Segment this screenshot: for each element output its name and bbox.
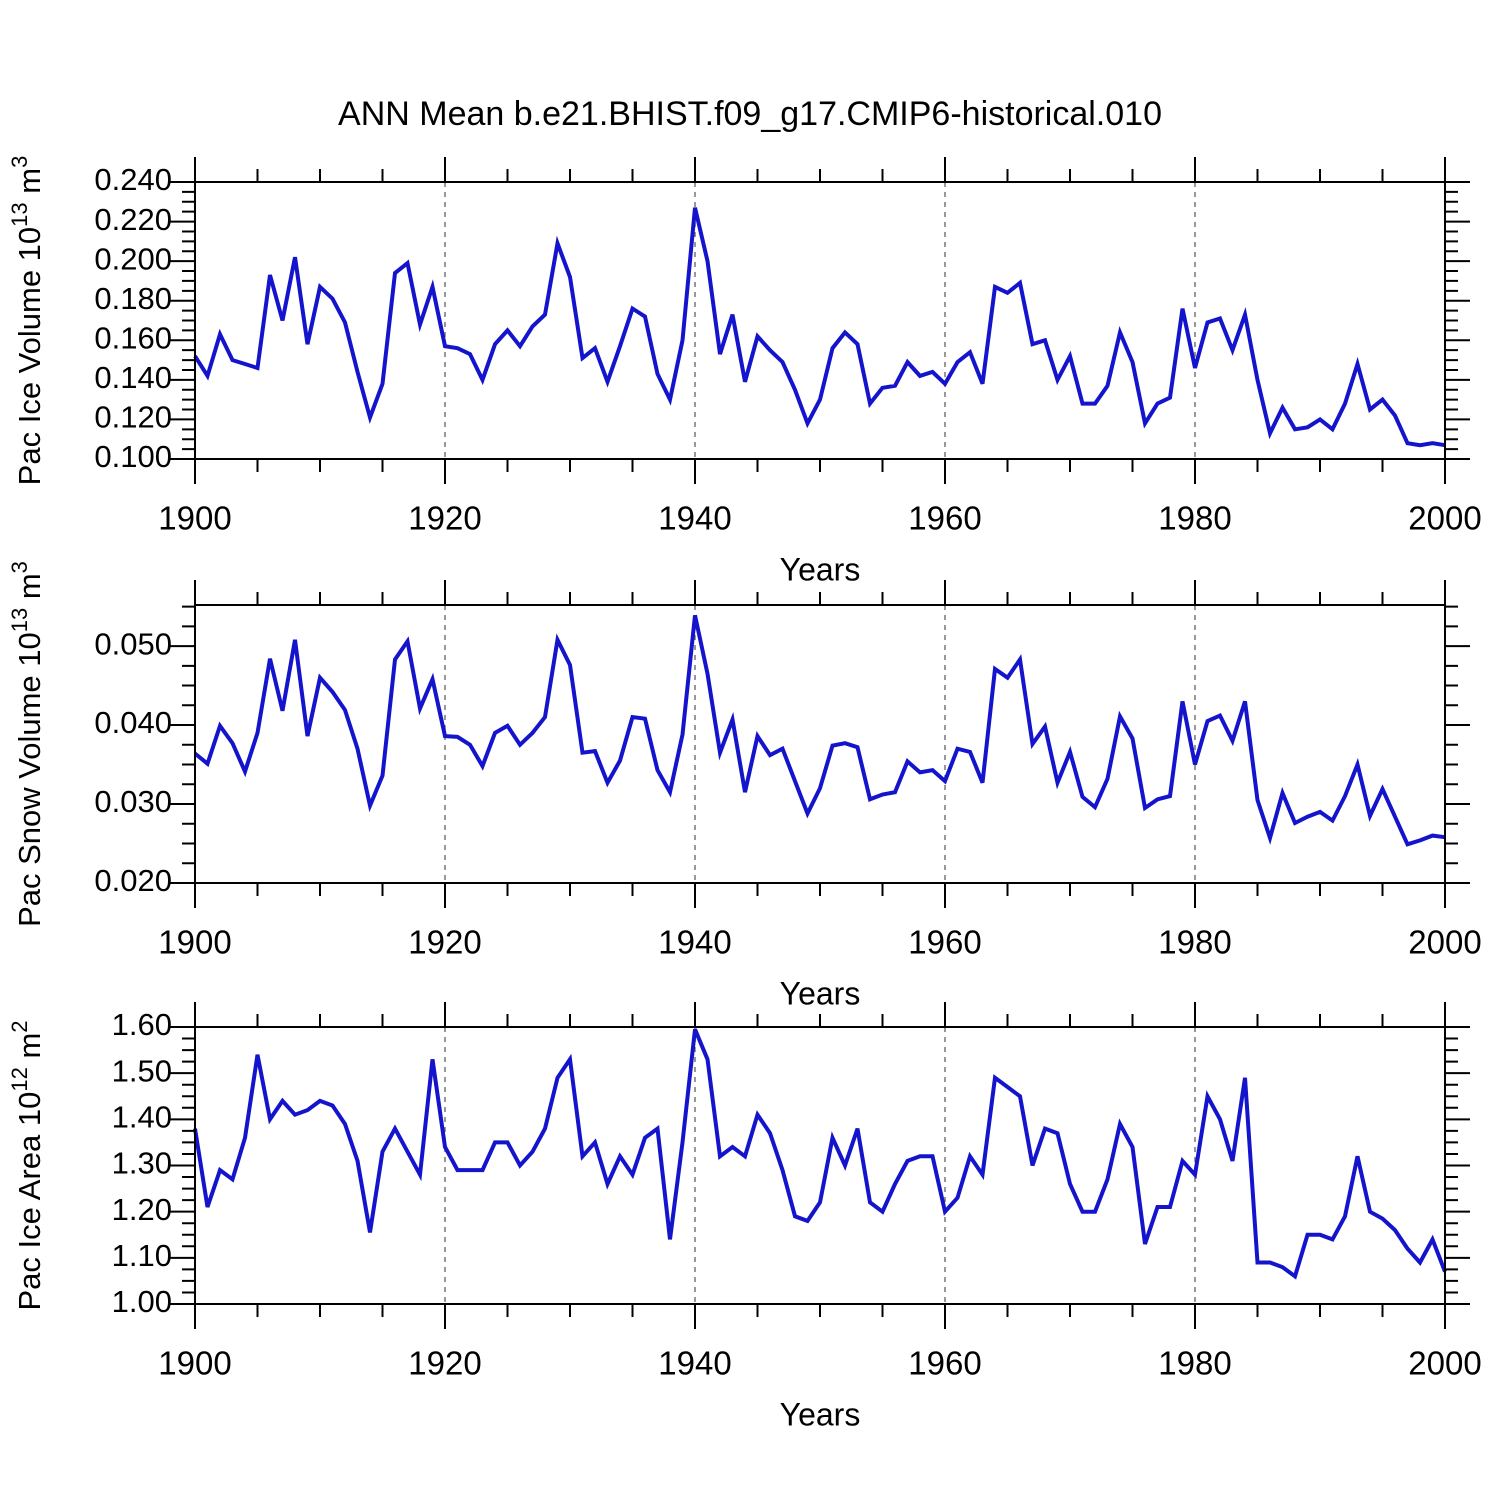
axis-ticks: [170, 580, 1470, 908]
axis-ticks: [170, 157, 1470, 484]
plot-frame: [194, 604, 1446, 884]
y-axis-title: Pac Snow Volume 1013 m3: [7, 561, 47, 927]
x-tick-label: 1980: [1158, 924, 1231, 961]
y-tick-label: 0.240: [94, 162, 172, 197]
y-axis-title: Pac Ice Volume 1013 m3: [7, 156, 47, 486]
y-tick-label: 0.050: [94, 626, 172, 661]
x-tick-label: 1960: [908, 500, 981, 537]
x-tick-label: 1960: [908, 1345, 981, 1382]
y-tick-label: 0.160: [94, 320, 172, 355]
x-axis-title: Years: [780, 975, 861, 1011]
x-tick-label: 1900: [158, 1345, 231, 1382]
data-line-pac-ice-area: [193, 1028, 1447, 1280]
x-tick-label: 1920: [408, 1345, 481, 1382]
x-axis-title: Years: [780, 1396, 861, 1432]
x-tick-label: 1940: [658, 1345, 731, 1382]
y-tick-label: 0.180: [94, 281, 172, 316]
y-tick-label: 0.120: [94, 400, 172, 435]
y-tick-label: 1.20: [112, 1192, 172, 1227]
chart-title: ANN Mean b.e21.BHIST.f09_g17.CMIP6-histo…: [338, 95, 1162, 133]
y-tick-label: 0.040: [94, 705, 172, 740]
y-tick-label: 0.020: [94, 863, 172, 898]
y-axis-title: Pac Ice Area 1012 m2: [7, 1020, 47, 1310]
x-tick-label: 1980: [1158, 1345, 1231, 1382]
x-tick-label: 2000: [1408, 1345, 1481, 1382]
x-tick-label: 2000: [1408, 500, 1481, 537]
y-tick-label: 1.00: [112, 1284, 172, 1319]
x-axis-title: Years: [780, 551, 861, 587]
x-tick-label: 1940: [658, 500, 731, 537]
y-tick-label: 0.140: [94, 360, 172, 395]
y-tick-label: 0.030: [94, 784, 172, 819]
panel-pac-snow-volume: 0.020 0.030 0.040 0.050 1900 1920 1940 1960 1980…: [7, 561, 1482, 1011]
x-tick-label: 1940: [658, 924, 731, 961]
data-line-pac-ice-volume: [193, 207, 1446, 448]
x-tick-label: 2000: [1408, 924, 1481, 961]
y-tick-label: 1.50: [112, 1053, 172, 1088]
y-tick-label: 1.30: [112, 1146, 172, 1181]
axis-ticks: [170, 1002, 1470, 1329]
y-tick-label: 0.220: [94, 202, 172, 237]
x-tick-label: 1920: [408, 500, 481, 537]
y-tick-label: 0.100: [94, 439, 172, 474]
x-tick-label: 1900: [158, 500, 231, 537]
y-tick-label: 1.60: [112, 1007, 172, 1042]
y-tick-label: 0.200: [94, 241, 172, 276]
plot-frame: [194, 181, 1446, 460]
x-tick-label: 1980: [1158, 500, 1231, 537]
data-line-pac-snow-volume: [193, 614, 1446, 847]
x-tick-label: 1960: [908, 924, 981, 961]
y-tick-label: 1.40: [112, 1100, 172, 1135]
panel-pac-ice-area: 1.00 1.10 1.20 1.30 1.40 1.50 1.60 1900 1920 1940…: [7, 1002, 1482, 1432]
x-tick-label: 1900: [158, 924, 231, 961]
panel-pac-ice-volume: 0.100 0.120 0.140 0.160 0.180 0.200 0.220 0.240…: [7, 156, 1482, 588]
y-tick-label: 1.10: [112, 1238, 172, 1273]
x-tick-label: 1920: [408, 924, 481, 961]
